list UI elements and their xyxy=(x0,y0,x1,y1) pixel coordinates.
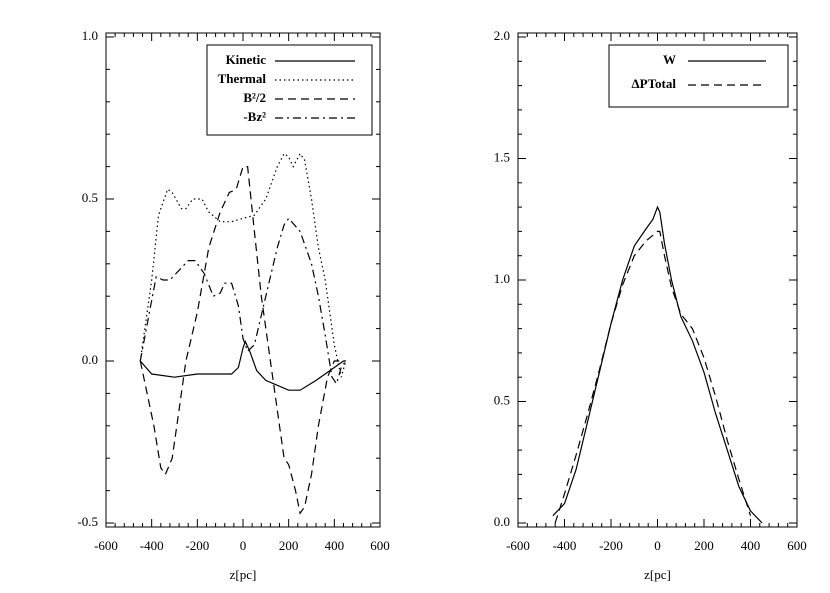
legend-label: ΔPTotal xyxy=(631,76,676,91)
data-line xyxy=(552,205,763,524)
data-line xyxy=(139,166,346,515)
x-tick-label: 400 xyxy=(741,538,761,553)
y-tick-label: 1.0 xyxy=(82,28,98,43)
legend-label: Kinetic xyxy=(226,52,267,67)
x-tick-label: -400 xyxy=(140,538,164,553)
legend-box xyxy=(608,44,789,108)
y-tick-label: -0.5 xyxy=(77,514,98,529)
x-tick-label: 0 xyxy=(240,538,247,553)
data-line xyxy=(139,217,347,386)
y-tick-label: 0.0 xyxy=(494,514,510,529)
y-tick-label: 1.5 xyxy=(494,149,510,164)
legend-label: W xyxy=(663,52,676,67)
data-line xyxy=(554,230,752,524)
y-tick-label: 1.0 xyxy=(494,271,510,286)
x-tick-label: -600 xyxy=(506,538,530,553)
y-tick-label: 0.0 xyxy=(82,352,98,367)
y-tick-label: 0.5 xyxy=(494,392,510,407)
data-line xyxy=(139,340,346,391)
legend-label: -Bz² xyxy=(243,109,266,124)
x-tick-label: 600 xyxy=(787,538,807,553)
legend-label: Thermal xyxy=(218,71,267,86)
y-tick-label: 0.5 xyxy=(82,190,98,205)
y-tick-label: 2.0 xyxy=(494,28,510,43)
x-tick-label: 200 xyxy=(694,538,714,553)
x-tick-label: 600 xyxy=(370,538,390,553)
x-tick-label: -400 xyxy=(553,538,577,553)
x-tick-label: -200 xyxy=(185,538,209,553)
legend-label: B²/2 xyxy=(243,90,266,105)
x-tick-label: 200 xyxy=(279,538,299,553)
data-line xyxy=(139,152,347,378)
x-tick-label: 0 xyxy=(654,538,661,553)
x-tick-label: 400 xyxy=(325,538,345,553)
x-tick-label: -200 xyxy=(599,538,623,553)
x-tick-label: -600 xyxy=(94,538,118,553)
legend-box xyxy=(206,44,373,136)
x-axis-label: z[pc] xyxy=(644,567,671,582)
x-axis-label: z[pc] xyxy=(230,567,257,582)
